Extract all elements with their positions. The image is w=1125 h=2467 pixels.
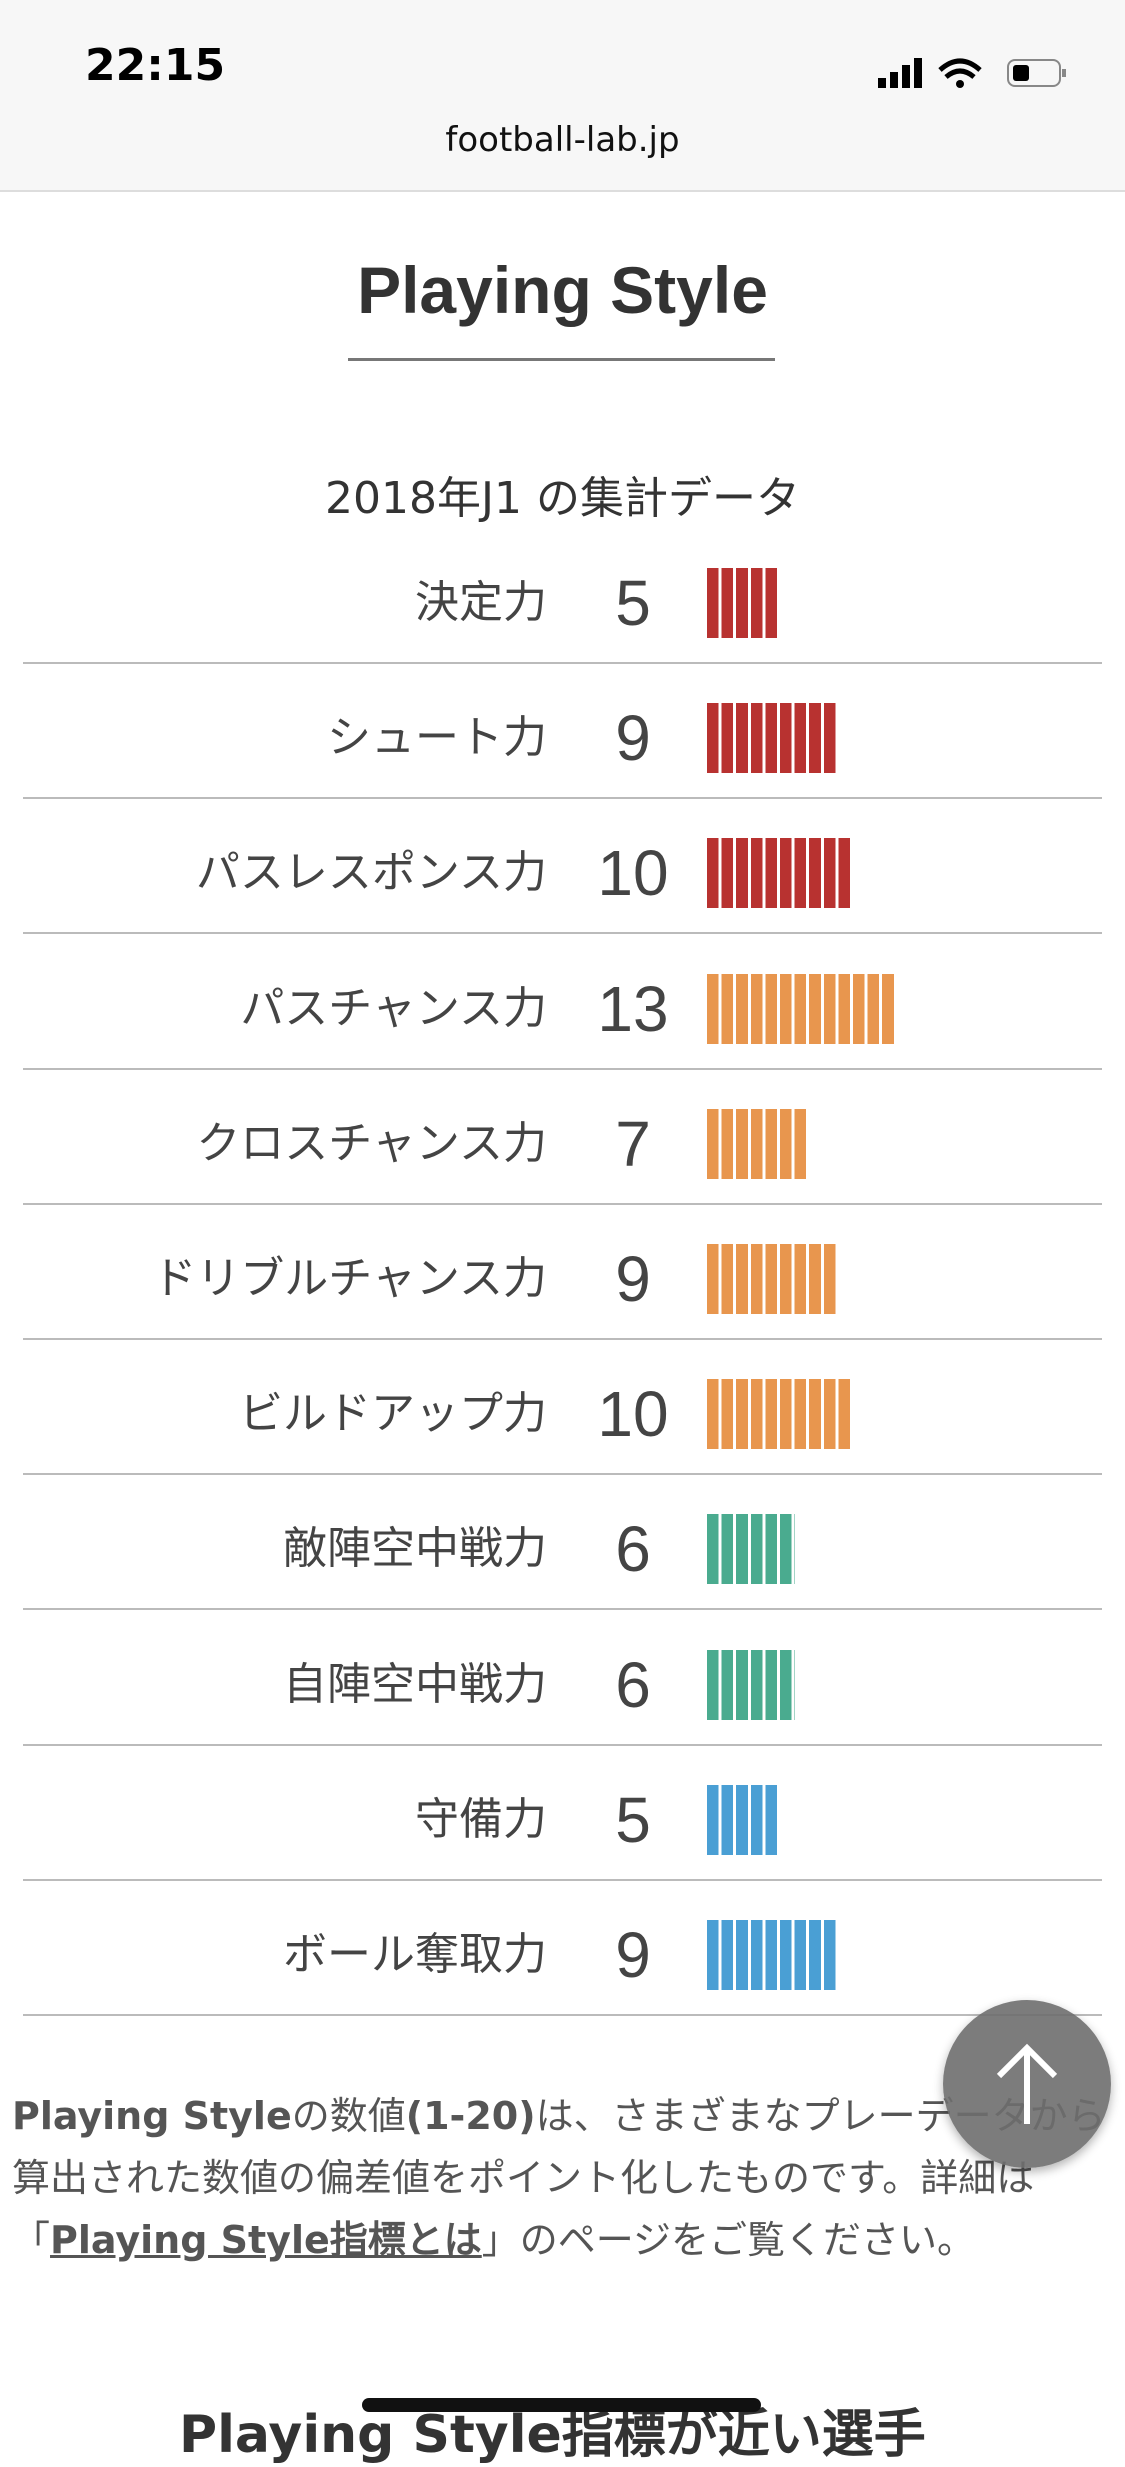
bar [707,1108,810,1179]
row-value: 5 [615,1783,651,1856]
row-value: 6 [615,1648,651,1721]
row-separator [23,797,1102,800]
arrow-icon [996,2043,1058,2124]
footnote-bold: Playing Style [12,2094,292,2138]
bar [707,838,853,909]
row-value: 7 [615,1107,651,1180]
row-label: 自陣空中戦力 [283,1658,547,1710]
bar [707,1649,795,1720]
footnote-text: の数値 [291,2094,406,2138]
bar [707,1784,780,1855]
row-separator [23,1067,1102,1070]
row-separator [23,1608,1102,1611]
row-separator [23,1743,1102,1746]
footnote-bold: (1-20) [405,2094,536,2138]
row-label: 決定力 [415,577,547,628]
footnote-link[interactable]: Playing Style指標とは [50,2218,482,2262]
subtitle: 2018年J1 の集計データ [325,473,800,524]
row-label: シュート力 [327,712,547,764]
bar [707,703,839,774]
row-label: パスチャンス力 [240,982,547,1034]
row-separator [23,1202,1102,1205]
row-label: ボール奪取力 [283,1929,547,1980]
row-value: 5 [615,567,651,639]
row-label: 守備力 [415,1793,547,1845]
row-value: 6 [615,1513,651,1586]
row-separator [23,2014,1102,2016]
row-label: クロスチャンス力 [196,1117,547,1169]
footnote-text: 」のページをご覧ください。 [481,2218,975,2262]
row-value: 9 [615,1243,651,1315]
row-value: 9 [615,702,651,775]
row-separator [23,932,1102,935]
row-label: パスレスポンス力 [195,847,547,899]
row-value: 10 [597,837,669,910]
bar [707,1514,795,1585]
bar [707,568,780,638]
row-label: 敵陣空中戦力 [283,1523,547,1575]
row-separator [23,662,1102,664]
bar [707,1920,839,1990]
status-bar: 22:15 football-lab.jp [0,0,1125,192]
row-separator [23,1878,1102,1881]
bar [707,1379,853,1450]
row-label: ビルドアップ力 [239,1388,547,1440]
section-title: Playing Style [357,253,768,327]
status-time: 22:15 [85,40,226,91]
scroll-top-button[interactable] [943,2000,1111,2168]
row-value: 13 [597,972,669,1045]
row-value: 9 [615,1919,651,1991]
bar [707,1244,839,1314]
row-label: ドリブルチャンス力 [152,1253,547,1304]
row-separator [23,1338,1102,1340]
bar [707,973,897,1044]
row-separator [23,1473,1102,1476]
status-icons [878,58,1066,88]
title-underline [348,358,775,361]
row-value: 10 [597,1378,669,1451]
url[interactable]: football-lab.jp [445,120,680,160]
home-indicator [362,2398,761,2412]
